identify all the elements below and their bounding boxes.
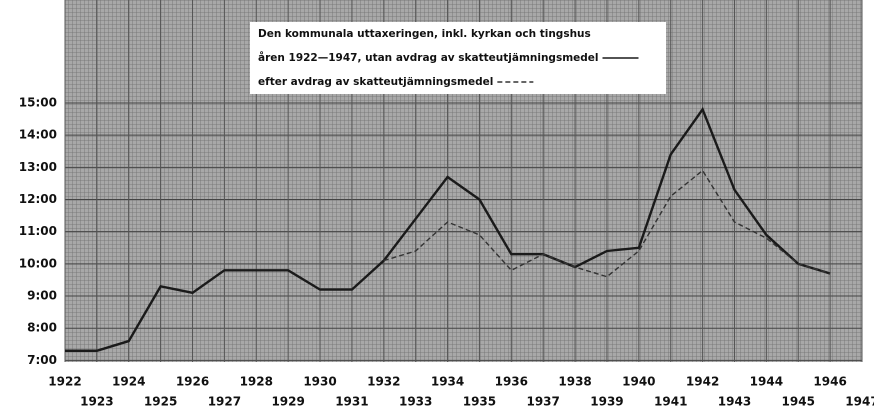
x-tick-label: 1945 bbox=[782, 395, 815, 408]
x-tick-label: 1929 bbox=[271, 395, 304, 408]
legend-box bbox=[250, 22, 666, 94]
series-line bbox=[383, 169, 831, 278]
y-tick-label: 13:00 bbox=[19, 160, 57, 174]
x-tick-label: 1927 bbox=[208, 395, 241, 408]
x-tick-label: 1942 bbox=[686, 375, 719, 389]
x-tick-label: 1944 bbox=[750, 375, 783, 389]
y-tick-label: 10:00 bbox=[19, 256, 57, 270]
x-tick-label: 1932 bbox=[367, 375, 400, 389]
x-tick-label: 1928 bbox=[240, 375, 273, 389]
x-tick-label: 1923 bbox=[80, 395, 113, 408]
x-tick-label: 1938 bbox=[558, 375, 591, 389]
x-tick-label: 1940 bbox=[622, 375, 655, 389]
chart-title: Den kommunala uttaxeringen, inkl. kyrkan… bbox=[258, 28, 591, 40]
x-tick-label: 1933 bbox=[399, 395, 432, 408]
x-tick-label: 1939 bbox=[590, 395, 623, 408]
x-tick-label: 1936 bbox=[495, 375, 528, 389]
series-line bbox=[65, 106, 831, 352]
x-tick-label: 1924 bbox=[112, 375, 145, 389]
x-tick-label: 1934 bbox=[431, 375, 464, 389]
x-tick-label: 1947 bbox=[845, 395, 874, 408]
x-tick-label: 1925 bbox=[144, 395, 177, 408]
x-tick-label: 1922 bbox=[48, 375, 81, 389]
y-tick-label: 8:00 bbox=[27, 321, 57, 335]
legend-label: åren 1922—1947, utan avdrag av skatteutj… bbox=[258, 51, 599, 64]
y-tick-label: 15:00 bbox=[19, 95, 57, 109]
y-tick-label: 12:00 bbox=[19, 192, 57, 206]
x-tick-label: 1946 bbox=[813, 375, 846, 389]
y-tick-label: 14:00 bbox=[19, 128, 57, 142]
x-tick-label: 1941 bbox=[654, 395, 687, 408]
x-tick-label: 1930 bbox=[303, 375, 336, 389]
x-tick-label: 1937 bbox=[526, 395, 559, 408]
x-tick-label: 1943 bbox=[718, 395, 751, 408]
y-tick-label: 7:00 bbox=[27, 353, 57, 367]
legend-label: efter avdrag av skatteutjämningsmedel bbox=[258, 76, 493, 88]
y-tick-label: 11:00 bbox=[19, 224, 57, 238]
x-tick-label: 1935 bbox=[463, 395, 496, 408]
y-tick-label: 9:00 bbox=[27, 289, 57, 303]
x-tick-label: 1926 bbox=[176, 375, 209, 389]
x-tick-label: 1931 bbox=[335, 395, 368, 408]
